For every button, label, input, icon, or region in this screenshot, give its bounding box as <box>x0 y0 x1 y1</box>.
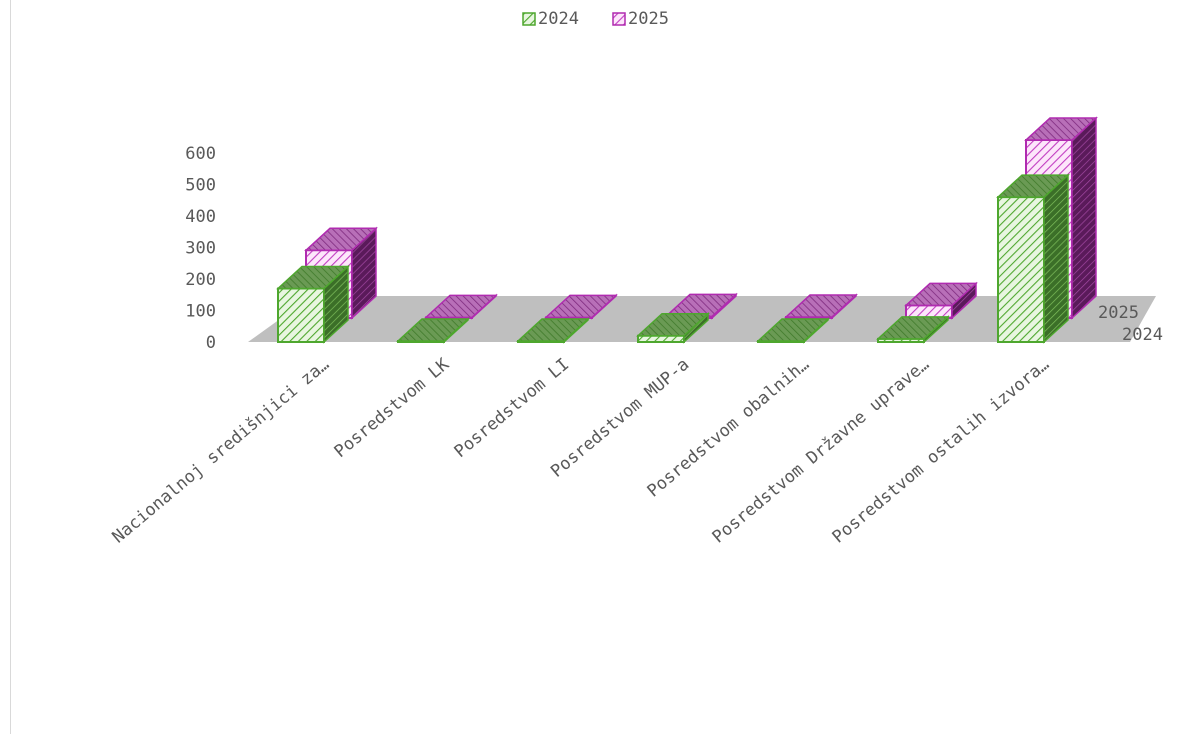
bar-top-face <box>1024 117 1098 141</box>
bar-top-face <box>396 318 470 342</box>
bar-top-face <box>516 318 590 342</box>
bar-top-face <box>756 318 830 342</box>
y-tick-label: 300 <box>185 239 216 259</box>
bar-2024-0 <box>276 264 350 344</box>
bar-2025-1 <box>424 293 498 320</box>
y-tick-label: 500 <box>185 176 216 196</box>
bar-front-face <box>277 287 325 343</box>
y-tick-label: 400 <box>185 207 216 227</box>
bar-2024-3 <box>636 311 710 344</box>
bar-top-face <box>276 265 350 290</box>
legend-swatch-2025 <box>612 12 626 26</box>
bar-top-face <box>636 312 710 337</box>
y-tick-label: 100 <box>185 302 216 322</box>
y-tick-label: 0 <box>206 333 216 353</box>
y-tick-label: 200 <box>185 270 216 290</box>
legend-label-2025: 2025 <box>628 9 669 29</box>
bar-top-face <box>996 174 1070 198</box>
depth-label: 2025 <box>1098 303 1139 323</box>
chart-area: 0 100 200 300 400 500 600 Nacionalnoj središnji… <box>10 0 1178 734</box>
bar-2024-5 <box>876 315 950 344</box>
bar-side-face <box>1071 116 1097 320</box>
bar-2025-2 <box>544 293 618 320</box>
depth-label: 2024 <box>1122 325 1163 345</box>
bar-2025-4 <box>784 293 858 320</box>
category-label: Posredstvom LI <box>451 355 574 462</box>
category-label: Nacionalnoj središnjici za… <box>109 355 334 548</box>
bar-top-face <box>876 316 950 340</box>
bar-2024-6 <box>996 173 1070 344</box>
bar-top-face <box>424 294 498 319</box>
category-label: Posredstvom ostalih izvora… <box>829 355 1054 548</box>
bar-2024-2 <box>516 317 590 344</box>
bar-front-face <box>637 334 685 343</box>
bar-2025-5 <box>904 281 978 320</box>
bar-top-face <box>784 294 858 318</box>
bar-2024-1 <box>396 317 470 344</box>
y-tick-label: 600 <box>185 144 216 164</box>
bar-side-face <box>1043 173 1069 344</box>
category-label: Posredstvom Državne uprave… <box>709 355 934 548</box>
category-label: Posredstvom LK <box>331 354 454 462</box>
chart-canvas: 0 100 200 300 400 500 600 Nacionalnoj središnji… <box>109 9 1163 548</box>
bar-top-face <box>304 227 378 252</box>
bar-front-face <box>997 196 1045 343</box>
legend-label-2024: 2024 <box>538 9 579 29</box>
legend-swatch-2024 <box>522 12 536 26</box>
bar-2024-4 <box>756 317 830 344</box>
bar-top-face <box>544 294 618 319</box>
bar-top-face <box>904 282 978 307</box>
